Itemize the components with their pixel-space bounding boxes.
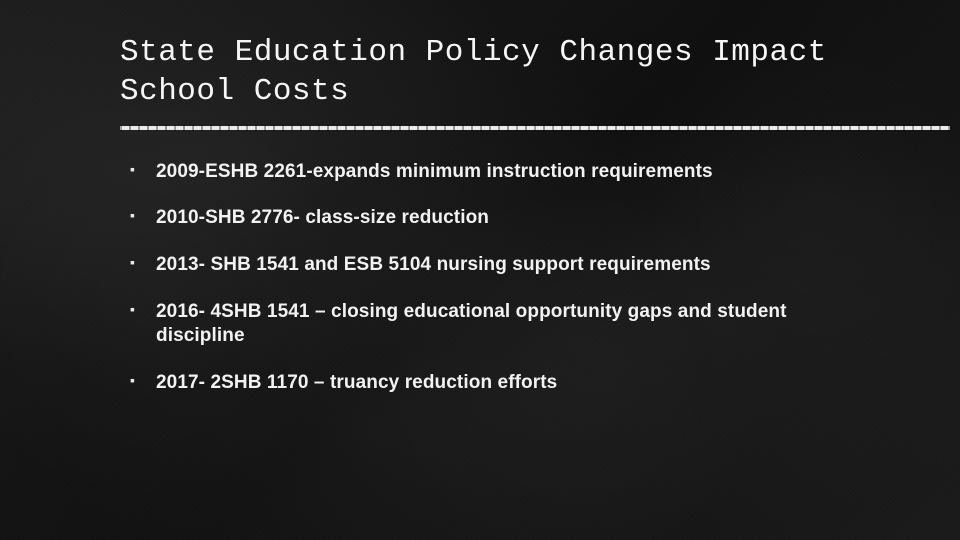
title-divider <box>120 126 950 130</box>
list-item: 2010-SHB 2776- class-size reduction <box>130 206 850 231</box>
list-item: 2013- SHB 1541 and ESB 5104 nursing supp… <box>130 253 850 278</box>
list-item: 2017- 2SHB 1170 – truancy reduction effo… <box>130 371 850 396</box>
slide: State Education Policy Changes Impact Sc… <box>0 0 960 540</box>
list-item: 2009-ESHB 2261-expands minimum instructi… <box>130 160 850 185</box>
list-item: 2016- 4SHB 1541 – closing educational op… <box>130 300 850 349</box>
bullet-list: 2009-ESHB 2261-expands minimum instructi… <box>130 160 850 396</box>
page-title: State Education Policy Changes Impact Sc… <box>0 34 880 112</box>
